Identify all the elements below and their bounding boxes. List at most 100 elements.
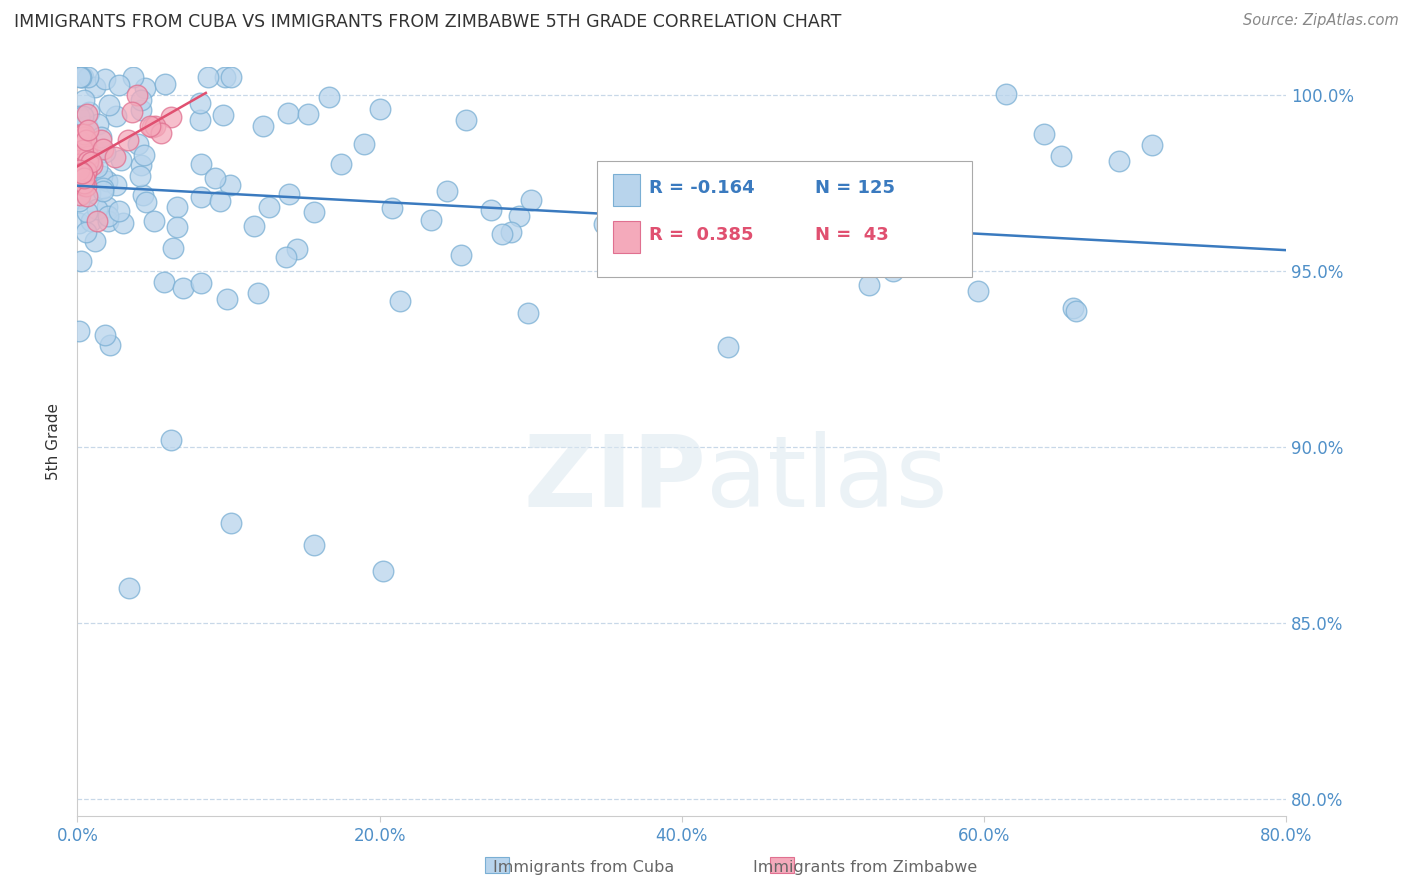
Point <box>91 143 114 157</box>
Point <box>135 195 157 210</box>
Point <box>420 213 443 227</box>
Point <box>188 95 211 110</box>
Point <box>104 150 127 164</box>
Bar <box>770 857 794 873</box>
Point <box>127 136 149 151</box>
Point <box>252 119 274 133</box>
Point <box>111 216 134 230</box>
Point <box>479 203 502 218</box>
Point <box>127 87 149 102</box>
Point <box>1062 301 1084 315</box>
Point <box>75 179 97 194</box>
Point <box>87 118 110 132</box>
Point <box>117 133 139 147</box>
Point <box>108 204 131 219</box>
Point <box>73 127 96 141</box>
Point <box>995 87 1018 101</box>
Text: IMMIGRANTS FROM CUBA VS IMMIGRANTS FROM ZIMBABWE 5TH GRADE CORRELATION CHART: IMMIGRANTS FROM CUBA VS IMMIGRANTS FROM … <box>14 13 841 31</box>
Point <box>76 107 98 121</box>
Point <box>221 70 243 85</box>
Point <box>302 538 325 552</box>
Point <box>73 176 96 190</box>
Point <box>70 166 93 180</box>
Point <box>73 94 96 108</box>
Point <box>214 70 236 85</box>
Point <box>212 108 235 122</box>
Point <box>508 209 530 223</box>
Point <box>70 166 93 180</box>
Point <box>456 113 478 128</box>
Point <box>104 109 127 123</box>
Point <box>67 191 90 205</box>
Point <box>450 248 472 262</box>
Point <box>75 225 97 239</box>
Y-axis label: 5th Grade: 5th Grade <box>46 403 62 480</box>
Point <box>70 166 93 180</box>
Point <box>132 188 155 202</box>
Point <box>243 219 266 234</box>
Text: Immigrants from Zimbabwe: Immigrants from Zimbabwe <box>752 860 977 874</box>
Point <box>118 581 141 595</box>
Point <box>105 178 128 192</box>
Point <box>72 130 94 145</box>
Point <box>1033 128 1056 142</box>
Point <box>86 145 108 159</box>
Point <box>132 148 155 162</box>
Point <box>162 241 184 255</box>
Point <box>75 133 97 147</box>
Point <box>77 70 100 85</box>
Point <box>91 184 114 198</box>
Point <box>77 154 100 169</box>
Point <box>353 136 375 151</box>
Text: R = -0.164: R = -0.164 <box>650 179 755 197</box>
Text: atlas: atlas <box>706 431 948 527</box>
Point <box>70 127 93 141</box>
Point <box>96 200 118 214</box>
Point <box>67 216 90 230</box>
Point <box>381 201 404 215</box>
Point <box>150 126 173 140</box>
Point <box>97 209 120 223</box>
Point <box>519 193 541 207</box>
Point <box>86 214 108 228</box>
Point <box>121 70 143 85</box>
Point <box>70 166 93 180</box>
Point <box>86 160 108 174</box>
Point <box>75 165 97 179</box>
Point <box>129 158 152 172</box>
Point <box>67 170 90 185</box>
Point <box>882 264 904 278</box>
Text: Immigrants from Cuba: Immigrants from Cuba <box>494 860 673 874</box>
Point <box>218 178 240 193</box>
Point <box>858 278 880 293</box>
Point <box>285 242 308 256</box>
Point <box>143 119 166 133</box>
Point <box>76 204 98 219</box>
Point <box>141 120 163 134</box>
Point <box>97 214 120 228</box>
Point <box>257 200 280 214</box>
Point <box>96 174 118 188</box>
Point <box>80 158 103 172</box>
Point <box>76 149 98 163</box>
Point <box>108 78 131 93</box>
Text: Source: ZipAtlas.com: Source: ZipAtlas.com <box>1243 13 1399 29</box>
Point <box>516 306 538 320</box>
Point <box>491 227 513 242</box>
Point <box>70 70 93 85</box>
Point <box>967 285 990 299</box>
Point <box>84 234 107 248</box>
Point <box>67 157 90 171</box>
Point <box>190 157 212 171</box>
Point <box>76 189 98 203</box>
Point <box>276 250 298 264</box>
Point <box>368 102 391 116</box>
Point <box>128 169 150 183</box>
Point <box>190 190 212 204</box>
Point <box>436 184 458 198</box>
Point <box>297 107 319 121</box>
Point <box>67 110 90 124</box>
Point <box>97 97 120 112</box>
Text: R =  0.385: R = 0.385 <box>650 227 754 244</box>
Point <box>80 155 103 169</box>
